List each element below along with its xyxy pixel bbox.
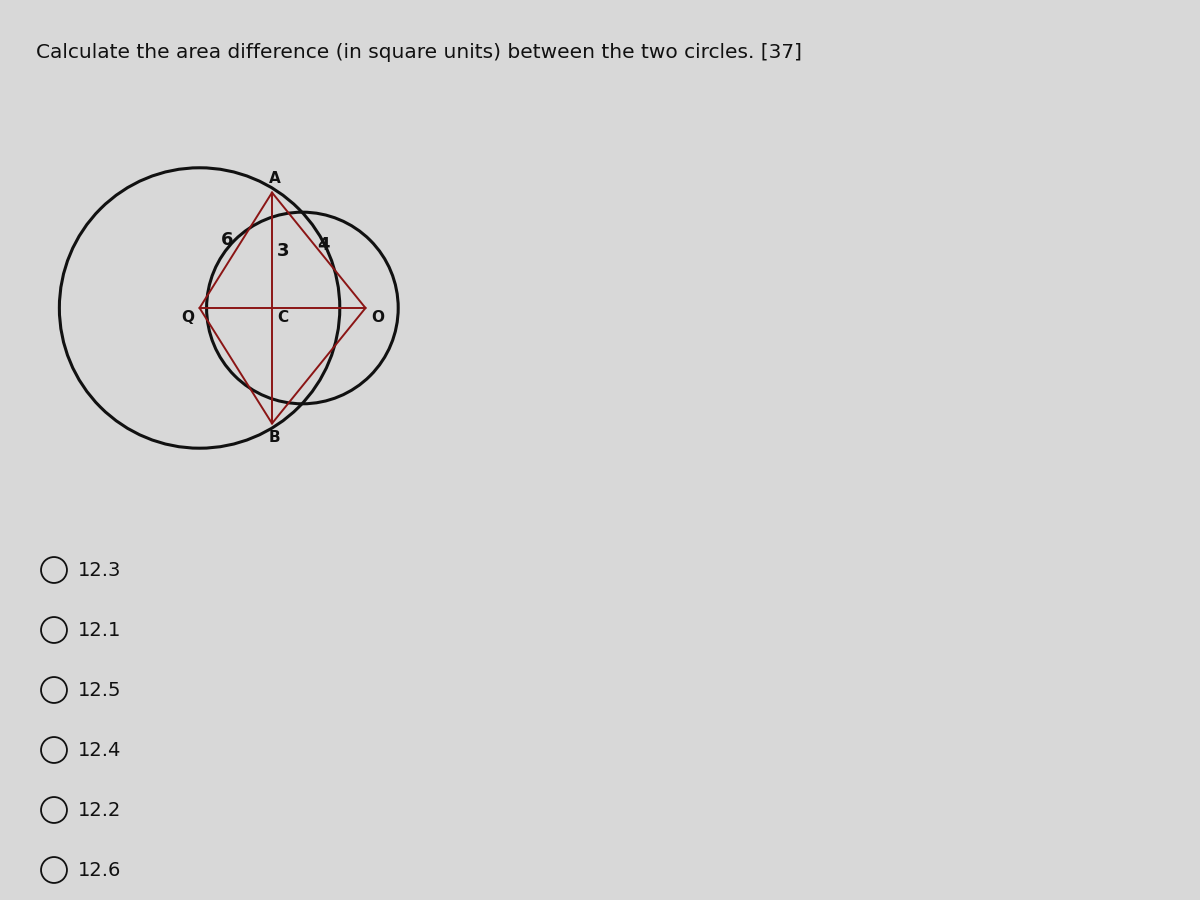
Text: A: A [269, 170, 281, 185]
Text: Q: Q [181, 310, 194, 325]
Text: Calculate the area difference (in square units) between the two circles. [37]: Calculate the area difference (in square… [36, 43, 802, 62]
Text: 4: 4 [317, 236, 330, 254]
Text: 12.6: 12.6 [78, 860, 121, 879]
Text: 12.2: 12.2 [78, 800, 121, 820]
Text: 12.4: 12.4 [78, 741, 121, 760]
Text: O: O [371, 310, 384, 325]
Text: C: C [277, 310, 289, 325]
Text: 3: 3 [276, 242, 289, 260]
Text: 12.3: 12.3 [78, 561, 121, 580]
Text: 12.1: 12.1 [78, 620, 121, 640]
Text: 6: 6 [221, 231, 234, 249]
Text: 12.5: 12.5 [78, 680, 121, 699]
Text: B: B [269, 430, 280, 446]
